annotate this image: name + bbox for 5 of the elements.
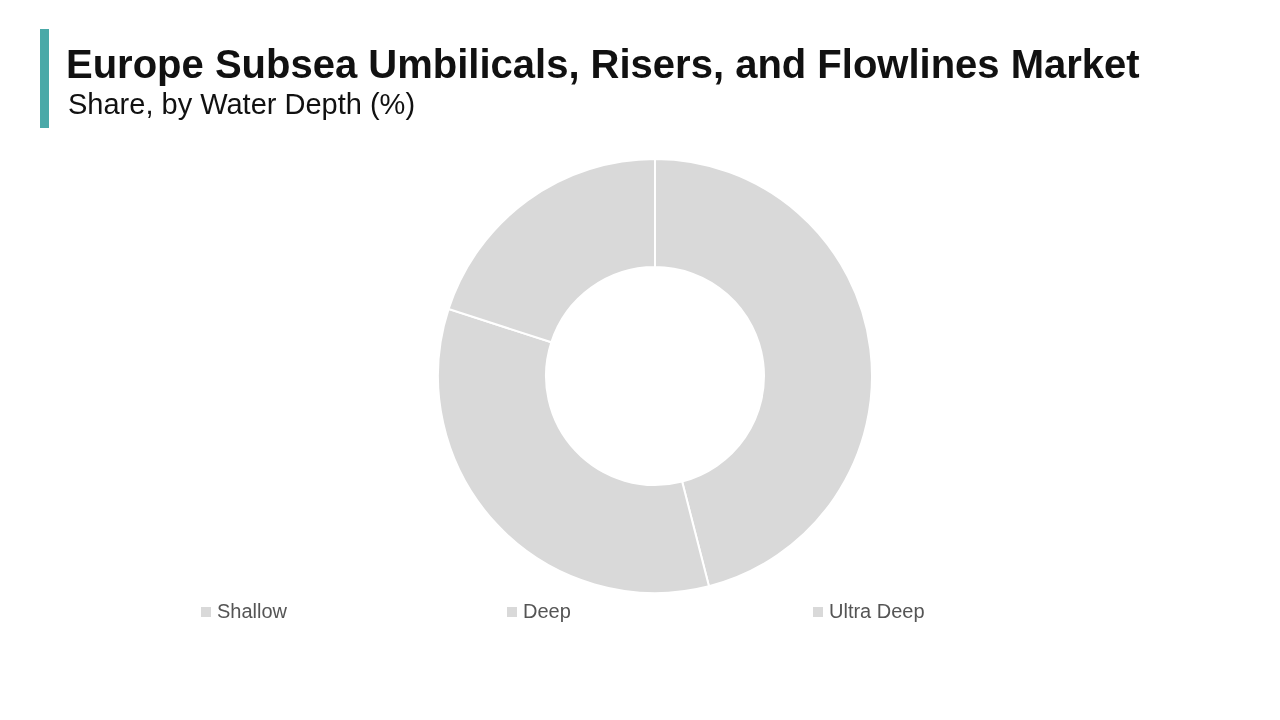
legend-label: Shallow xyxy=(217,600,288,623)
legend-label: Ultra Deep xyxy=(829,600,925,623)
chart-title: Europe Subsea Umbilicals, Risers, and Flowlines Market xyxy=(66,42,1140,87)
chart-subtitle: Share, by Water Depth (%) xyxy=(68,88,416,121)
legend-label: Deep xyxy=(523,600,571,623)
